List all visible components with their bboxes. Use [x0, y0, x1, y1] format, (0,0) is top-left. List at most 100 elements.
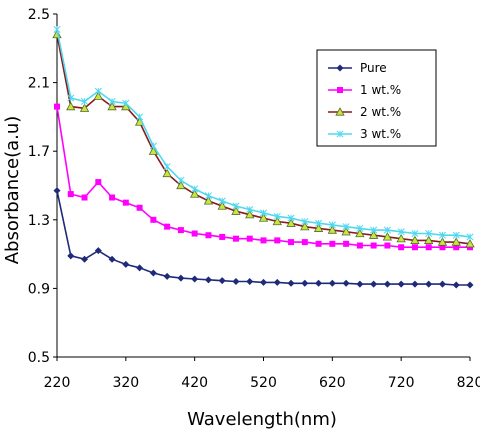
data-point	[383, 280, 391, 288]
data-point	[328, 279, 336, 287]
data-point	[274, 237, 281, 244]
data-point	[177, 227, 184, 234]
data-point	[53, 25, 61, 33]
data-point	[273, 278, 281, 286]
series-1	[53, 187, 474, 289]
data-point	[411, 244, 418, 251]
data-point	[315, 219, 323, 227]
legend-item: 2 wt.%	[328, 105, 401, 119]
data-point	[176, 180, 186, 190]
data-point	[246, 235, 253, 242]
data-point	[217, 201, 227, 210]
data-point	[437, 237, 448, 246]
data-point	[452, 281, 460, 289]
data-point	[122, 260, 130, 268]
y-axis-title: Absorbance(a.u)	[2, 116, 23, 265]
axis-ticks: 0.5 0.9 1.3 1.7 2.1 2.5 220 320 420 520 620 720 820	[28, 7, 480, 391]
data-point	[343, 240, 350, 247]
data-point	[356, 224, 364, 232]
y-tick-label: 1.3	[28, 213, 50, 229]
data-point	[107, 101, 117, 111]
data-point	[301, 217, 309, 226]
data-point	[205, 232, 212, 239]
data-point	[452, 231, 460, 239]
y-tick-label: 2.1	[28, 76, 50, 92]
legend-label: 2 wt.%	[360, 105, 401, 119]
data-point	[259, 209, 268, 217]
data-point	[300, 221, 310, 231]
data-point	[313, 223, 324, 232]
data-point	[204, 276, 212, 284]
data-point	[301, 279, 309, 287]
data-point	[93, 91, 103, 100]
data-point	[438, 231, 447, 239]
data-point	[329, 240, 336, 247]
data-point	[355, 228, 365, 238]
data-point	[396, 233, 406, 243]
data-point	[67, 94, 75, 102]
legend-item: 1 wt.%	[328, 83, 401, 97]
legend-marker	[336, 130, 344, 138]
legend-item: Pure	[328, 61, 387, 75]
data-point	[411, 280, 419, 288]
data-point	[94, 87, 102, 95]
legend-label: Pure	[360, 61, 387, 75]
legend-marker	[337, 87, 343, 93]
data-point	[162, 168, 172, 178]
data-point	[163, 163, 171, 171]
data-point	[286, 218, 296, 227]
data-point	[204, 192, 212, 200]
data-point	[451, 237, 461, 246]
data-point	[382, 232, 393, 241]
data-point	[94, 247, 102, 255]
data-point	[79, 103, 90, 112]
legend-box	[316, 49, 437, 147]
data-point	[425, 229, 433, 238]
y-tick-label: 0.9	[28, 281, 50, 297]
data-point	[287, 214, 295, 222]
data-point	[191, 275, 199, 283]
legend-label: 1 wt.%	[360, 83, 401, 97]
data-point	[370, 242, 377, 249]
data-point	[411, 229, 419, 238]
x-tick-label: 620	[319, 375, 346, 391]
data-point	[163, 272, 171, 280]
data-point	[425, 244, 432, 251]
data-point	[232, 278, 240, 286]
data-point	[218, 277, 226, 285]
data-point	[301, 239, 308, 246]
data-point	[191, 185, 199, 193]
data-point	[219, 233, 226, 240]
data-point	[80, 97, 89, 106]
data-point	[465, 238, 475, 248]
data-point	[341, 226, 351, 236]
data-point	[136, 264, 144, 272]
data-point	[370, 280, 378, 288]
series-layer	[52, 25, 475, 289]
legend-marker	[336, 64, 344, 72]
data-point	[273, 212, 281, 220]
x-tick-label: 720	[388, 375, 415, 391]
data-point	[246, 278, 254, 286]
data-point	[164, 223, 171, 230]
data-point	[272, 216, 282, 226]
data-point	[260, 278, 267, 286]
data-point	[81, 194, 88, 201]
data-point	[232, 202, 240, 210]
data-point	[327, 225, 338, 234]
data-point	[287, 279, 295, 287]
data-point	[54, 103, 60, 110]
data-point	[203, 196, 214, 205]
data-point	[177, 274, 185, 282]
data-point	[136, 113, 144, 121]
data-point	[109, 194, 116, 201]
data-point	[232, 235, 239, 242]
data-point	[466, 233, 474, 241]
data-point	[245, 209, 255, 219]
data-point	[315, 279, 323, 287]
data-point	[258, 213, 269, 222]
legend: Pure 1 wt.% 2 wt.% 3 wt.%	[316, 49, 437, 147]
data-point	[108, 255, 116, 263]
legend-marker	[335, 107, 345, 116]
